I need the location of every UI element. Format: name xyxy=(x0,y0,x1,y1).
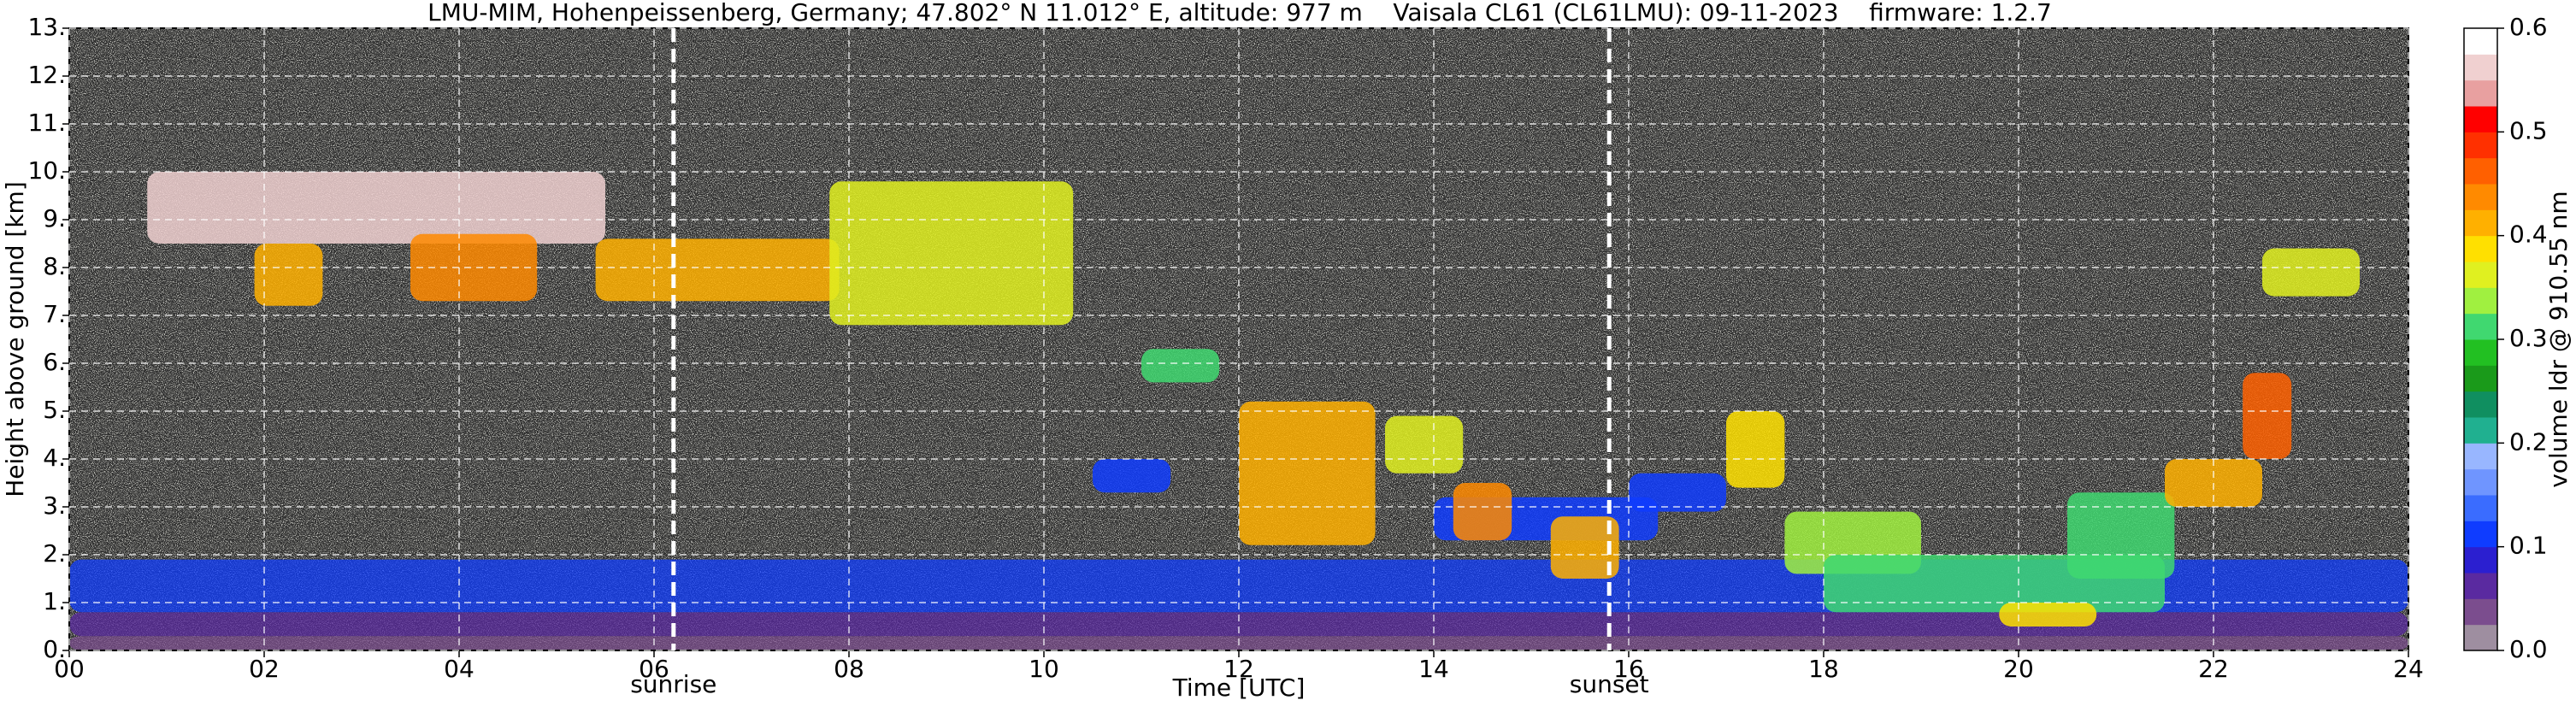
colorbar-swatch xyxy=(2464,391,2497,418)
colorbar-swatch xyxy=(2464,443,2497,470)
x-tick-label: 16 xyxy=(1613,655,1644,683)
x-tick-label: 18 xyxy=(1808,655,1839,683)
y-tick-label: 7. xyxy=(43,300,66,328)
y-tick-label: 12. xyxy=(27,61,66,89)
colorbar-swatch xyxy=(2464,468,2497,496)
colorbar-swatch xyxy=(2464,79,2497,107)
data-cell xyxy=(1550,516,1619,579)
colorbar-tick-label: 0.2 xyxy=(2509,427,2548,456)
data-cell xyxy=(1629,473,1726,512)
colorbar-swatch xyxy=(2464,521,2497,548)
colorbar-tick-label: 0.4 xyxy=(2509,221,2548,249)
y-tick-label: 11. xyxy=(27,109,66,137)
colorbar-swatch xyxy=(2464,495,2497,521)
x-axis-label: Time [UTC] xyxy=(1172,674,1306,702)
colorbar-tick-label: 0.0 xyxy=(2509,635,2548,663)
colorbar-label: volume ldr @ 910.55 nm xyxy=(2544,191,2573,487)
colorbar-tick-label: 0.6 xyxy=(2509,13,2548,41)
colorbar-tick-label: 0.5 xyxy=(2509,116,2548,144)
colorbar-swatch xyxy=(2464,417,2497,444)
y-tick-label: 1. xyxy=(43,587,66,615)
x-tick-label: 10 xyxy=(1029,655,1059,683)
y-tick-label: 0. xyxy=(43,635,66,663)
x-tick-label: 04 xyxy=(444,655,475,683)
x-tick-label: 14 xyxy=(1418,655,1449,683)
y-tick-label: 8. xyxy=(43,252,66,280)
colorbar-swatch xyxy=(2464,546,2497,574)
colorbar-swatch xyxy=(2464,573,2497,599)
colorbar-swatch xyxy=(2464,339,2497,366)
y-tick-label: 2. xyxy=(43,539,66,568)
y-axis-label: Height above ground [km] xyxy=(1,181,29,497)
x-tick-label: 02 xyxy=(249,655,280,683)
data-cell xyxy=(147,172,605,244)
y-tick-label: 3. xyxy=(43,491,66,520)
colorbar-swatch xyxy=(2464,157,2497,185)
data-cell xyxy=(1453,483,1512,541)
colorbar-swatch xyxy=(2464,28,2497,55)
colorbar-swatch xyxy=(2464,209,2497,237)
colorbar-swatch xyxy=(2464,106,2497,132)
chart-title: LMU-MIM, Hohenpeissenberg, Germany; 47.8… xyxy=(427,0,2052,26)
y-tick-label: 13. xyxy=(27,13,66,41)
colorbar-swatch xyxy=(2464,365,2497,392)
colorbar-swatch xyxy=(2464,313,2497,340)
annotation-label: sunrise xyxy=(630,670,716,698)
y-tick-label: 10. xyxy=(27,156,66,185)
data-cell xyxy=(595,238,840,302)
colorbar-swatch xyxy=(2464,235,2497,262)
colorbar-swatch xyxy=(2464,132,2497,159)
data-cell xyxy=(410,233,538,302)
x-tick-label: 22 xyxy=(2198,655,2229,683)
colorbar-tick-label: 0.1 xyxy=(2509,532,2548,560)
data-cell xyxy=(1726,411,1785,488)
data-cell xyxy=(2243,373,2292,459)
y-tick-label: 9. xyxy=(43,204,66,232)
colorbar-swatch xyxy=(2464,624,2497,651)
y-tick-label: 4. xyxy=(43,444,66,472)
x-tick-label: 12 xyxy=(1223,655,1254,683)
colorbar-swatch xyxy=(2464,54,2497,81)
data-cell xyxy=(1141,349,1220,383)
x-tick-label: 24 xyxy=(2393,655,2424,683)
colorbar-swatch xyxy=(2464,287,2497,315)
colorbar-swatch xyxy=(2464,598,2497,626)
data-cell xyxy=(2067,492,2175,579)
data-cell xyxy=(1239,401,1376,545)
colorbar-tick-label: 0.3 xyxy=(2509,324,2548,352)
y-tick-label: 6. xyxy=(43,348,66,376)
colorbar-swatch xyxy=(2464,184,2497,210)
data-cell xyxy=(1385,415,1464,474)
y-tick-label: 5. xyxy=(43,396,66,424)
annotation-label: sunset xyxy=(1570,670,1649,698)
data-cell xyxy=(1999,603,2097,627)
data-cell xyxy=(1093,459,1171,493)
data-cell xyxy=(2262,248,2360,297)
colorbar-swatch xyxy=(2464,262,2497,288)
data-cell xyxy=(829,181,1074,326)
x-tick-label: 08 xyxy=(834,655,864,683)
data-cell xyxy=(254,244,323,306)
x-tick-label: 06 xyxy=(639,655,669,683)
x-tick-label: 20 xyxy=(2003,655,2034,683)
x-tick-label: 00 xyxy=(54,655,85,683)
